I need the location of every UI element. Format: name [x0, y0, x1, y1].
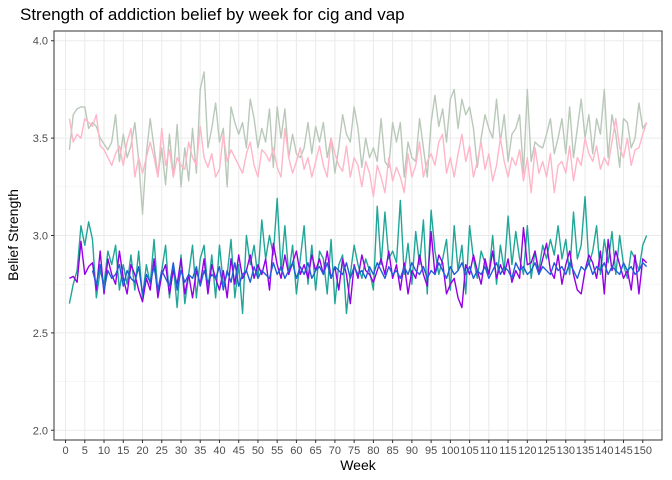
- x-tick-label: 40: [213, 445, 225, 457]
- x-tick-label: 5: [82, 445, 88, 457]
- minor-gridlines: [54, 89, 662, 382]
- series-line-2: [68, 114, 648, 198]
- x-tick-label: 10: [98, 445, 110, 457]
- x-tick-label: 135: [576, 445, 594, 457]
- x-axis-title: Week: [340, 457, 377, 473]
- x-tick-label: 105: [460, 445, 478, 457]
- x-tick-label: 0: [62, 445, 68, 457]
- x-tick-label: 130: [557, 445, 575, 457]
- series-line-1: [68, 71, 648, 215]
- x-tick-label: 110: [480, 445, 498, 457]
- x-tick-label: 50: [252, 445, 264, 457]
- x-axis-ticks: 0 5 10 15 20 25 30 35 40 45 50 55 60 65 70 75 80 85 90 95 10…: [62, 440, 652, 457]
- y-axis-ticks: 2.0 2.5 3.0 3.5 4.0: [33, 36, 54, 437]
- x-tick-label: 70: [329, 445, 341, 457]
- series-line-3: [68, 195, 648, 315]
- x-tick-label: 100: [441, 445, 459, 457]
- x-tick-label: 25: [156, 445, 168, 457]
- x-tick-label: 95: [425, 445, 437, 457]
- x-tick-label: 120: [518, 445, 536, 457]
- x-tick-label: 60: [290, 445, 302, 457]
- x-tick-label: 145: [614, 445, 632, 457]
- x-tick-label: 90: [406, 445, 418, 457]
- x-tick-label: 35: [194, 445, 206, 457]
- major-gridlines: [54, 31, 662, 440]
- x-tick-label: 115: [499, 445, 517, 457]
- y-tick-label: 2.5: [33, 328, 48, 340]
- x-tick-label: 85: [387, 445, 399, 457]
- y-tick-label: 4.0: [33, 36, 48, 48]
- chart-title: Strength of addiction belief by week for…: [20, 5, 405, 24]
- y-tick-label: 3.0: [33, 231, 48, 243]
- x-tick-label: 20: [136, 445, 148, 457]
- x-tick-label: 75: [348, 445, 360, 457]
- x-tick-label: 55: [271, 445, 283, 457]
- y-tick-label: 2.0: [33, 425, 48, 437]
- series-line-4: [69, 227, 648, 309]
- x-tick-label: 30: [175, 445, 187, 457]
- series-lines: [68, 71, 648, 315]
- x-tick-label: 125: [537, 445, 555, 457]
- x-tick-label: 140: [595, 445, 613, 457]
- x-tick-label: 65: [310, 445, 322, 457]
- x-tick-label: 150: [634, 445, 652, 457]
- x-tick-label: 45: [233, 445, 245, 457]
- x-tick-label: 80: [367, 445, 379, 457]
- x-tick-label: 15: [117, 445, 129, 457]
- y-tick-label: 3.5: [33, 133, 48, 145]
- y-axis-title: Belief Strength: [5, 189, 21, 281]
- series-line-5: [91, 262, 648, 295]
